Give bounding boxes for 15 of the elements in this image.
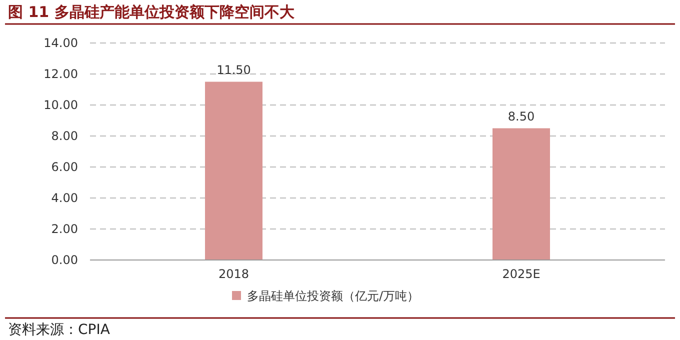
y-tick-label: 0.00: [51, 253, 78, 267]
y-tick-label: 8.00: [51, 129, 78, 143]
x-tick-label: 2018: [218, 267, 250, 281]
y-tick-label: 4.00: [51, 191, 78, 205]
chart-title: 图 11 多晶硅产能单位投资额下降空间不大: [8, 3, 296, 21]
text: 资料来源：CPIA: [8, 322, 110, 338]
legend-label: 多晶硅单位投资额（亿元/万吨）: [247, 289, 420, 303]
data-label: 11.50: [216, 62, 251, 77]
y-tick-label: 2.00: [51, 222, 78, 236]
data-label: 8.50: [508, 109, 535, 124]
y-tick-label: 10.00: [44, 98, 78, 112]
y-tick-label: 14.00: [44, 36, 78, 50]
x-tick-label: 2025E: [502, 267, 540, 281]
y-tick-label: 6.00: [51, 160, 78, 174]
y-tick-label: 12.00: [44, 67, 78, 81]
